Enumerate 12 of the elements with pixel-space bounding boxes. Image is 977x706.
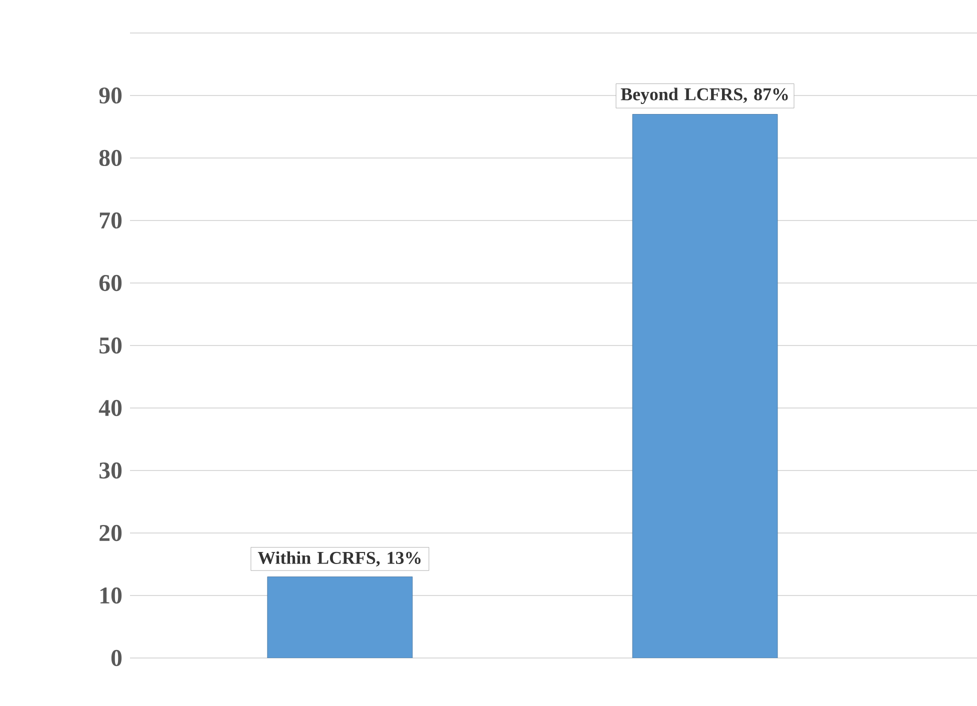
y-tick-label: 60 [99, 274, 122, 292]
y-tick-label: 50 [100, 337, 122, 354]
data-label: Beyond LCFRS, 87% [620, 88, 788, 104]
y-tick-label: 90 [99, 87, 122, 104]
y-tick-label: 10 [100, 587, 122, 604]
y-tick-label: 40 [98, 400, 122, 416]
data-label: Within LCRFS, 13% [258, 551, 421, 567]
y-tick-label: 0 [111, 650, 122, 666]
y-tick-label: 70 [100, 212, 122, 229]
y-tick-label: 20 [100, 524, 122, 542]
y-tick-label: 80 [99, 150, 122, 166]
y-tick-label: 30 [99, 462, 122, 479]
